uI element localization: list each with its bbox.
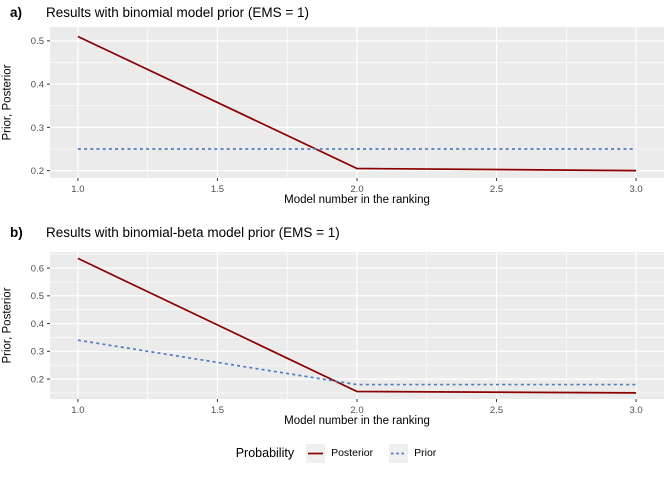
y-tick-label: 0.5: [31, 36, 44, 47]
panel-b-tag: b): [10, 225, 23, 240]
legend-entry-prior: Prior: [389, 443, 437, 463]
x-tick-label: 1.0: [71, 405, 84, 416]
legend: Probability Posterior Prior: [0, 440, 672, 466]
posterior-line-b: [77, 257, 637, 394]
x-axis-title-b: Model number in the ranking: [284, 415, 430, 427]
x-tick-label: 1.0: [71, 184, 84, 195]
legend-label-posterior: Posterior: [331, 447, 374, 459]
legend-title: Probability: [235, 446, 295, 460]
y-tick-label: 0.3: [31, 347, 44, 358]
panel-a-header: a) Results with binomial model prior (EMS…: [10, 5, 309, 20]
y-tick-label: 0.4: [31, 80, 44, 91]
y-tick-label: 0.2: [31, 374, 44, 385]
x-tick-label: 2.5: [490, 184, 503, 195]
y-tick-label: 0.2: [31, 166, 44, 177]
x-tick-label: 2.0: [350, 184, 363, 195]
y-tick-label: 0.6: [31, 263, 44, 274]
panel-a-tag: a): [10, 5, 23, 20]
panel-a-title: Results with binomial model prior (EMS =…: [46, 5, 309, 20]
posterior-line-a: [77, 35, 637, 172]
legend-entries: Posterior Prior: [306, 443, 437, 463]
legend-key-posterior-icon: [306, 443, 326, 463]
x-tick-label: 3.0: [629, 184, 642, 195]
legend-key-prior-icon: [389, 443, 409, 463]
legend-entry-posterior: Posterior: [306, 443, 374, 463]
y-tick-label: 0.5: [31, 291, 44, 302]
legend-label-prior: Prior: [414, 447, 437, 459]
panel-b-header: b) Results with binomial-beta model prior…: [10, 225, 340, 240]
x-tick-label: 1.5: [211, 184, 224, 195]
y-tick-label: 0.3: [31, 123, 44, 134]
panel-b-title: Results with binomial-beta model prior (…: [46, 225, 340, 240]
y-tick-label: 0.4: [31, 319, 44, 330]
x-tick-label: 2.5: [490, 405, 503, 416]
x-tick-label: 2.0: [350, 405, 363, 416]
x-tick-label: 3.0: [629, 405, 642, 416]
y-axis-title-b: Prior, Posterior: [1, 287, 14, 364]
x-axis-title-a: Model number in the ranking: [284, 194, 430, 206]
prior-line-b: [77, 339, 637, 386]
y-axis-title-a: Prior, Posterior: [1, 64, 14, 141]
x-tick-label: 1.5: [211, 405, 224, 416]
